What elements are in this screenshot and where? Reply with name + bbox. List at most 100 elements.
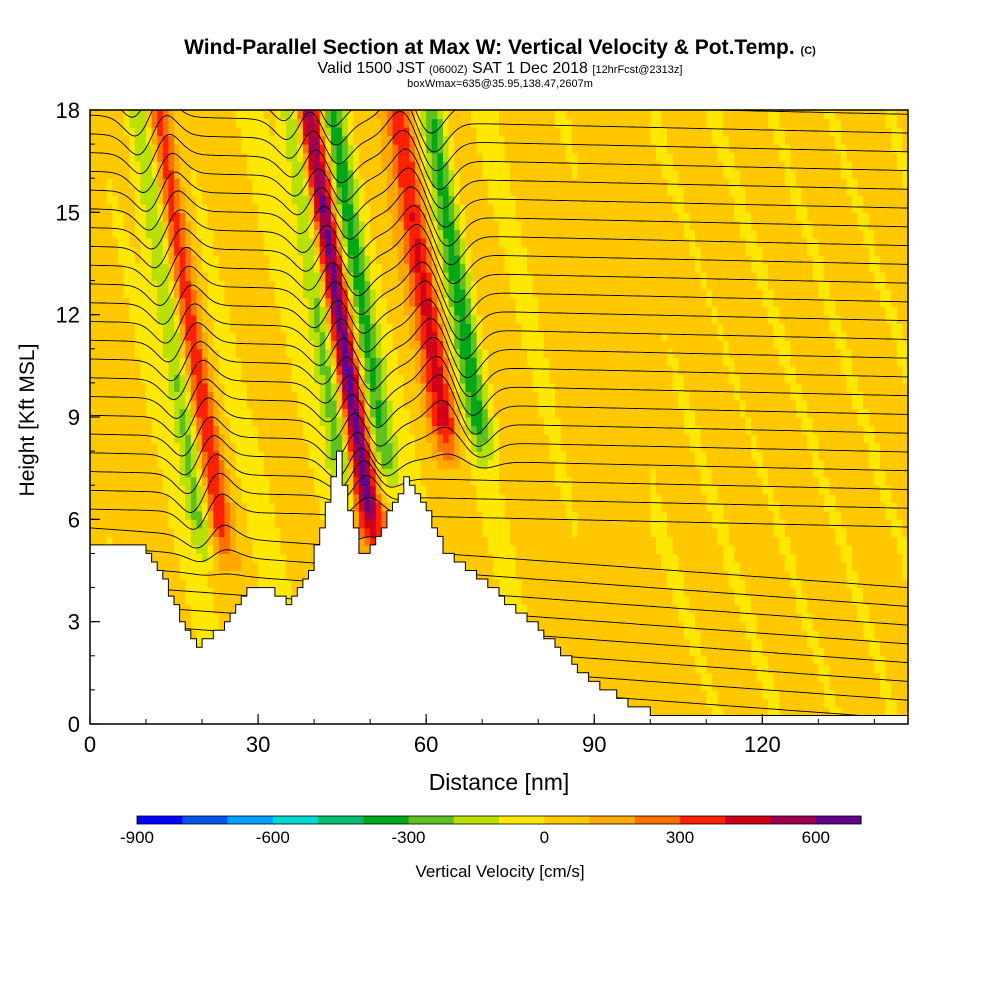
field-cell (364, 118, 371, 128)
field-cell (95, 280, 102, 290)
field-cell (426, 502, 433, 512)
field-cell (213, 451, 220, 461)
field-cell (353, 425, 360, 435)
field-cell (426, 127, 433, 137)
field-cell (106, 340, 114, 350)
field-cell (269, 365, 276, 375)
field-cell (358, 237, 366, 248)
field-cell (263, 434, 270, 444)
field-cell (174, 561, 181, 572)
field-cell (426, 110, 433, 120)
field-cell (213, 272, 220, 282)
field-cell (174, 246, 181, 256)
field-cell (420, 399, 427, 410)
field-cell (291, 536, 298, 546)
field-cell (470, 468, 478, 478)
field-cell (302, 527, 310, 537)
field-cell (224, 195, 231, 205)
field-cell (269, 340, 276, 350)
field-cell (342, 374, 349, 384)
field-cell (465, 476, 472, 486)
field-cell (241, 374, 248, 384)
field-cell (207, 417, 214, 427)
field-cell (319, 144, 326, 154)
field-cell (207, 144, 214, 154)
field-cell (90, 169, 97, 179)
field-cell (291, 314, 298, 324)
field-cell (140, 417, 147, 427)
field-cell (185, 468, 192, 478)
field-cell (291, 485, 298, 495)
field-cell (375, 417, 382, 427)
field-cell (112, 391, 119, 401)
field-cell (308, 323, 315, 333)
field-cell (235, 323, 242, 333)
field-cell (431, 220, 438, 230)
field-cell (347, 434, 354, 444)
field-cell (235, 314, 242, 324)
field-cell (241, 144, 248, 154)
field-cell (314, 459, 321, 469)
field-cell (230, 425, 237, 435)
field-cell (392, 348, 399, 358)
field-cell (297, 451, 304, 461)
field-cell (291, 365, 298, 375)
field-cell (431, 331, 438, 341)
field-cell (319, 365, 326, 375)
field-cell (319, 289, 326, 299)
field-cell (358, 442, 366, 452)
field-cell (196, 306, 203, 316)
field-cell (140, 382, 147, 393)
field-cell (442, 272, 450, 282)
field-cell (420, 476, 427, 486)
field-cell (185, 195, 192, 205)
field-cell (118, 434, 125, 444)
field-cell (134, 195, 142, 205)
field-cell (454, 229, 461, 239)
field-cell (213, 212, 220, 222)
field-cell (258, 544, 265, 555)
field-cell (146, 152, 153, 162)
field-cell (286, 561, 293, 572)
field-cell (470, 391, 478, 401)
field-cell (95, 152, 102, 162)
field-cell (207, 161, 214, 171)
field-cell (392, 229, 399, 239)
field-cell (179, 314, 186, 324)
field-cell (185, 212, 192, 222)
field-cell (381, 374, 388, 384)
field-cell (224, 502, 231, 512)
field-cell (381, 161, 388, 171)
field-cell (179, 306, 186, 316)
field-cell (370, 434, 377, 444)
field-cell (454, 152, 461, 162)
field-cell (95, 476, 102, 486)
field-cell (213, 323, 220, 333)
field-cell (112, 169, 119, 179)
field-cell (470, 323, 478, 333)
field-cell (358, 169, 366, 179)
field-cell (162, 519, 170, 529)
field-cell (370, 272, 377, 282)
field-cell (269, 399, 276, 410)
field-cell (314, 246, 321, 256)
field-cell (179, 442, 186, 452)
field-cell (241, 297, 248, 307)
field-cell (280, 152, 287, 162)
field-cell (252, 306, 259, 316)
field-cell (297, 323, 304, 333)
field-cell (185, 408, 192, 418)
field-cell (414, 297, 422, 307)
field-cell (420, 212, 427, 222)
field-cell (437, 237, 444, 248)
field-cell (414, 331, 422, 341)
field-cell (386, 459, 394, 469)
field-cell (414, 425, 422, 435)
field-cell (269, 476, 276, 486)
field-cell (179, 399, 186, 410)
field-cell (202, 536, 209, 546)
field-cell (358, 331, 366, 341)
field-cell (118, 237, 125, 248)
field-cell (381, 391, 388, 401)
field-cell (291, 263, 298, 273)
